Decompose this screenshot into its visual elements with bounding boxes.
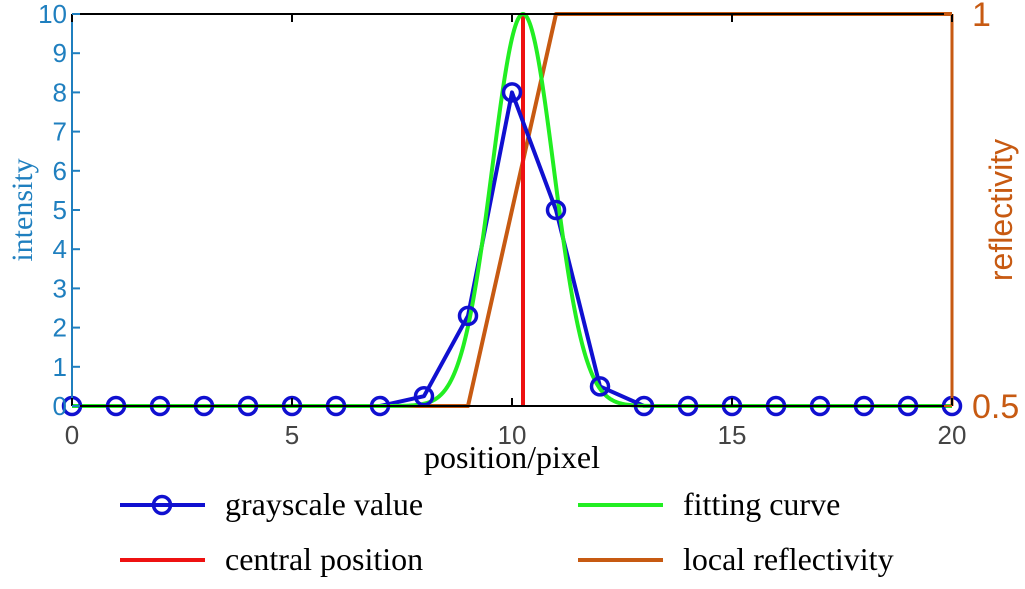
legend-label-local-reflectivity: local reflectivity: [683, 541, 894, 577]
x-axis-label: position/pixel: [424, 439, 600, 475]
data-point-grayscale: [413, 385, 435, 407]
y-left-tick-label: 5: [53, 195, 67, 225]
x-tick-label: 20: [938, 420, 967, 450]
axes: 0 5 10 15 20 0 1 2 3 4 5 6 7 8 9 10 0.5 1 position/pixel in…: [6, 0, 1019, 475]
series-line-local-reflectivity: [72, 12, 952, 408]
series-line-grayscale-value: [72, 90, 952, 408]
data-point-grayscale: [501, 82, 523, 103]
y-left-tick-label: 2: [53, 313, 67, 343]
y-right-tick-label: 1: [972, 0, 991, 34]
x-tick-label: 5: [285, 420, 299, 450]
y-left-tick-label: 1: [53, 352, 67, 382]
data-point-grayscale: [545, 199, 567, 221]
x-tick-label: 10: [498, 420, 527, 450]
y-left-tick-label: 4: [53, 234, 67, 264]
y-axis-label-right: reflectivity: [983, 139, 1019, 281]
legend-label-central-position: central position: [225, 541, 423, 577]
y-left-tick-label: 10: [38, 0, 67, 29]
x-tick-label: 15: [718, 420, 747, 450]
data-point-grayscale: [589, 376, 611, 397]
legend-marker-grayscale-value: [151, 494, 173, 516]
y-left-tick-label: 6: [53, 156, 67, 186]
x-tick-label: 0: [65, 420, 79, 450]
y-axis-label-left: intensity: [6, 158, 39, 261]
legend-label-fitting-curve: fitting curve: [683, 486, 840, 522]
plot-area: [61, 12, 963, 417]
y-right-tick-label: 0.5: [972, 388, 1019, 426]
y-left-tick-label: 0: [53, 391, 67, 421]
data-point-grayscale: [457, 305, 479, 327]
legend-label-grayscale-value: grayscale value: [225, 486, 423, 522]
y-left-tick-label: 7: [53, 117, 67, 147]
legend: grayscale value fitting curve central posi…: [120, 486, 894, 577]
y-left-tick-label: 8: [53, 77, 67, 107]
y-left-tick-label: 9: [53, 38, 67, 68]
y-left-tick-label: 3: [53, 273, 67, 303]
